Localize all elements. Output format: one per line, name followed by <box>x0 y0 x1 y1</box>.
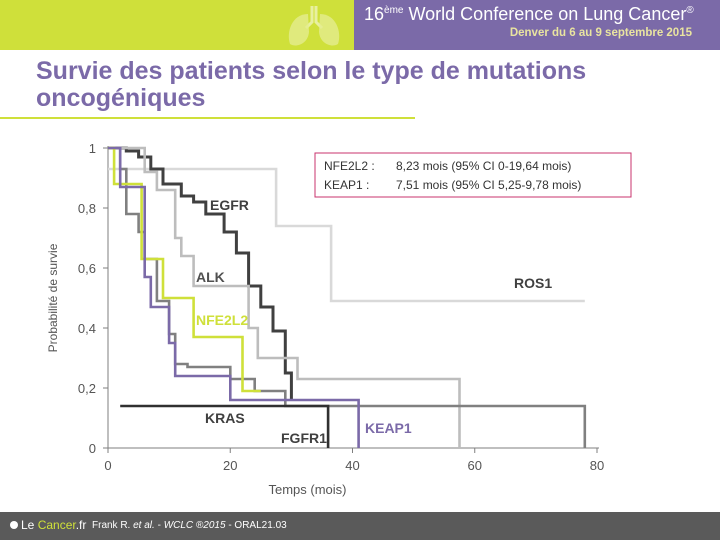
chart-axes: 0 20 40 60 80 0 0,2 0,4 0,6 0,8 1 Temps (mois) Proba… <box>46 141 604 497</box>
logo-suffix: .fr <box>75 518 87 532</box>
series-label-fgfr1: FGFR1 <box>281 430 327 446</box>
series-label-alk: ALK <box>196 269 225 285</box>
logo-dot-icon <box>10 521 18 529</box>
conference-name: World Conference on Lung Cancer <box>408 4 687 24</box>
citation-author: Frank R. <box>92 520 134 531</box>
series-fgfr1 <box>120 404 330 448</box>
y-tick-label: 0,4 <box>78 321 96 336</box>
series-alk <box>108 146 461 448</box>
title-underline <box>0 117 415 119</box>
series-egfr <box>108 146 293 400</box>
survival-chart: 0 20 40 60 80 0 0,2 0,4 0,6 0,8 1 Temps (mois) Proba… <box>46 141 632 497</box>
citation: Frank R. et al. - WCLC ®2015 - ORAL21.03 <box>92 520 287 531</box>
legend-box-border <box>314 152 632 198</box>
series-label-egfr: EGFR <box>210 197 249 213</box>
median-survival-box: NFE2L2 : 8,23 mois (95% CI 0-19,64 mois) K… <box>314 152 632 198</box>
chart-series-labels: EGFR ALK NFE2L2 ROS1 KRAS FGFR1 KEAP1 <box>196 197 552 446</box>
x-tick-label: 80 <box>590 458 604 473</box>
y-tick-label: 1 <box>89 141 96 156</box>
lecancer-logo: Le Cancer.fr <box>10 518 86 532</box>
banner-right-panel <box>354 0 720 50</box>
legend-row-label: NFE2L2 : <box>324 159 375 173</box>
citation-etal: et al. <box>133 520 155 531</box>
y-tick-label: 0 <box>89 441 96 456</box>
x-tick-label: 40 <box>345 458 359 473</box>
conference-banner: 16ème World Conference on Lung Cancer® D… <box>0 0 720 50</box>
y-tick-label: 0,6 <box>78 261 96 276</box>
chart-series <box>108 146 587 448</box>
series-label-keap1: KEAP1 <box>365 420 412 436</box>
conference-dates: Denver du 6 au 9 septembre 2015 <box>509 27 692 39</box>
registered-mark: ® <box>686 5 694 16</box>
citation-separator: - <box>154 520 164 531</box>
legend-row-value: 8,23 mois (95% CI 0-19,64 mois) <box>396 159 571 173</box>
citation-code: - ORAL21.03 <box>225 520 287 531</box>
x-tick-label: 20 <box>223 458 237 473</box>
y-axis-label: Probabilité de survie <box>46 243 60 352</box>
slide-title: Survie des patients selon le type de mut… <box>36 57 587 112</box>
y-tick-label: 0,2 <box>78 381 96 396</box>
lungs-icon <box>288 6 340 46</box>
y-tick-label: 0,8 <box>78 201 96 216</box>
x-axis-label: Temps (mois) <box>268 482 346 497</box>
series-ros1 <box>108 167 585 303</box>
conference-number: 16 <box>364 4 385 24</box>
series-label-ros1: ROS1 <box>514 275 552 291</box>
series-nfe2l2 <box>108 146 261 393</box>
logo-accent: Cancer <box>37 518 76 532</box>
x-tick-label: 60 <box>468 458 482 473</box>
conference-ordinal: ème <box>384 5 404 16</box>
series-label-nfe2l2: NFE2L2 <box>196 312 248 328</box>
x-tick-label: 0 <box>104 458 111 473</box>
legend-row-label: KEAP1 : <box>324 178 369 192</box>
footer-bar: Le Cancer.fr Frank R. et al. - WCLC ®201… <box>0 512 720 540</box>
legend-row-value: 7,51 mois (95% CI 5,25-9,78 mois) <box>396 178 581 192</box>
logo-prefix: Le <box>21 518 38 532</box>
series-keap1 <box>108 146 360 448</box>
series-label-kras: KRAS <box>205 410 245 426</box>
citation-conference: WCLC ®2015 <box>163 520 226 531</box>
conference-title: 16ème World Conference on Lung Cancer® <box>364 4 694 25</box>
